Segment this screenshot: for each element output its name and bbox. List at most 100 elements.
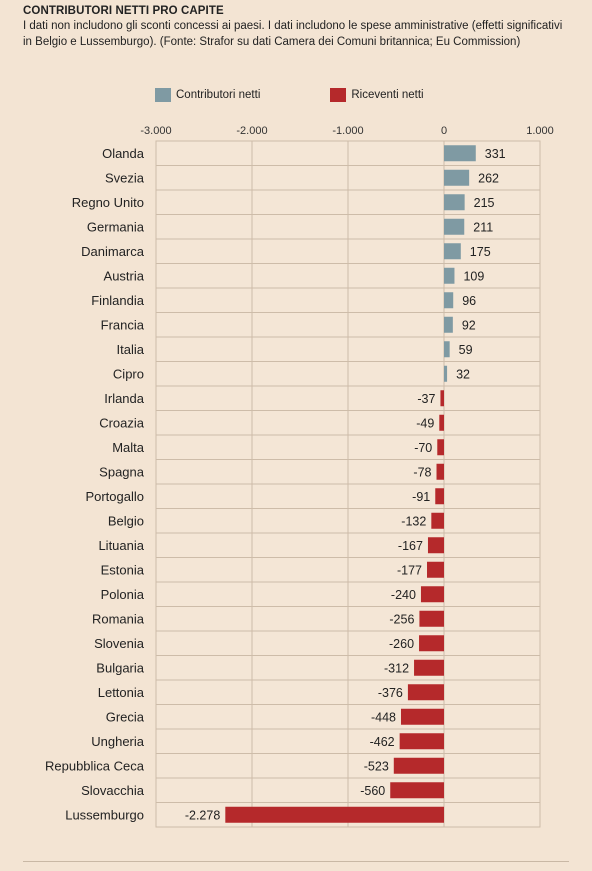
bar (399, 733, 444, 750)
bar (393, 757, 444, 774)
data-label: 215 (474, 196, 495, 210)
category-label: Irlanda (104, 391, 145, 406)
bar (444, 341, 450, 358)
chart-title: CONTRIBUTORI NETTI PRO CAPITE (23, 5, 224, 17)
data-label: -91 (412, 490, 430, 504)
category-label: Estonia (101, 562, 145, 577)
x-tick-label: -2.000 (236, 125, 267, 137)
category-label: Lussemburgo (65, 807, 144, 822)
category-label: Polonia (101, 587, 145, 602)
category-label: Repubblica Ceca (45, 758, 145, 773)
data-label: 109 (463, 269, 484, 283)
data-label: -376 (378, 686, 403, 700)
category-label: Svezia (105, 170, 145, 185)
bar (419, 610, 444, 627)
category-label: Grecia (106, 709, 145, 724)
data-label: 59 (459, 343, 473, 357)
bar (419, 635, 444, 652)
data-label: -78 (413, 465, 431, 479)
data-label: -167 (398, 539, 423, 553)
category-label: Austria (104, 268, 145, 283)
bar (440, 390, 444, 407)
bottom-divider (23, 861, 569, 862)
bar (439, 414, 444, 431)
category-label: Italia (117, 342, 145, 357)
category-label: Regno Unito (72, 195, 144, 210)
legend: Contributori netti Riceventi netti (155, 88, 494, 102)
category-label: Lettonia (98, 685, 145, 700)
bar (427, 537, 444, 554)
data-label: 262 (478, 171, 499, 185)
data-label: -256 (389, 612, 414, 626)
category-label: Finlandia (91, 293, 145, 308)
category-label: Danimarca (81, 244, 145, 259)
legend-swatch-contributori (155, 88, 171, 102)
bar (444, 292, 454, 309)
bar (444, 169, 470, 186)
bar (400, 708, 444, 725)
category-label: Slovacchia (81, 783, 145, 798)
x-tick-label: -3.000 (140, 125, 171, 137)
bar (437, 439, 444, 456)
category-label: Germania (87, 219, 145, 234)
category-label: Francia (101, 317, 145, 332)
category-label: Romania (92, 611, 145, 626)
bar (407, 684, 444, 701)
bar (444, 316, 453, 333)
bar (427, 561, 444, 578)
bar (444, 243, 461, 260)
bar (444, 194, 465, 211)
data-label: -177 (397, 563, 422, 577)
bar (444, 365, 448, 382)
x-tick-label: 0 (441, 125, 447, 137)
data-label: 211 (473, 220, 493, 234)
bar (444, 145, 476, 162)
chart-subtitle: I dati non includono gli sconti concessi… (23, 20, 563, 48)
data-label: -49 (416, 416, 434, 430)
data-label: 331 (485, 147, 506, 161)
data-label: -462 (370, 735, 395, 749)
data-label: -240 (391, 588, 416, 602)
data-label: -70 (414, 441, 432, 455)
legend-item-contributori: Contributori netti (155, 88, 260, 102)
data-label: -132 (401, 514, 426, 528)
data-label: 96 (462, 294, 476, 308)
category-label: Malta (112, 440, 145, 455)
bar (435, 488, 444, 505)
bar (390, 782, 444, 799)
header: CONTRIBUTORI NETTI PRO CAPITE I dati non… (23, 4, 573, 50)
legend-label-contributori: Contributori netti (176, 89, 261, 101)
x-tick-label: 1.000 (526, 125, 554, 137)
data-label: -2.278 (185, 808, 220, 822)
bar (444, 218, 465, 235)
bar (431, 512, 444, 529)
category-label: Bulgaria (96, 660, 144, 675)
category-label: Cipro (113, 366, 144, 381)
bar (436, 463, 444, 480)
category-label: Olanda (102, 146, 145, 161)
category-label: Slovenia (94, 636, 145, 651)
legend-swatch-riceventi (330, 88, 347, 102)
data-label: -448 (371, 710, 396, 724)
data-label: 92 (462, 318, 476, 332)
data-label: -523 (364, 759, 389, 773)
bar (444, 267, 455, 284)
bar (420, 586, 444, 603)
data-label: -260 (389, 637, 414, 651)
bar (414, 659, 444, 676)
legend-item-riceventi: Riceventi netti (330, 88, 424, 102)
category-label: Ungheria (91, 734, 145, 749)
bar (225, 806, 444, 823)
category-label: Croazia (99, 415, 145, 430)
legend-label-riceventi: Riceventi netti (351, 89, 424, 101)
category-label: Portogallo (85, 489, 144, 504)
category-label: Lituania (98, 538, 144, 553)
data-label: -312 (384, 661, 409, 675)
data-label: -560 (360, 784, 385, 798)
data-label: -37 (417, 392, 435, 406)
category-label: Spagna (99, 464, 145, 479)
category-label: Belgio (108, 513, 144, 528)
data-label: 32 (456, 367, 470, 381)
data-label: 175 (470, 245, 491, 259)
